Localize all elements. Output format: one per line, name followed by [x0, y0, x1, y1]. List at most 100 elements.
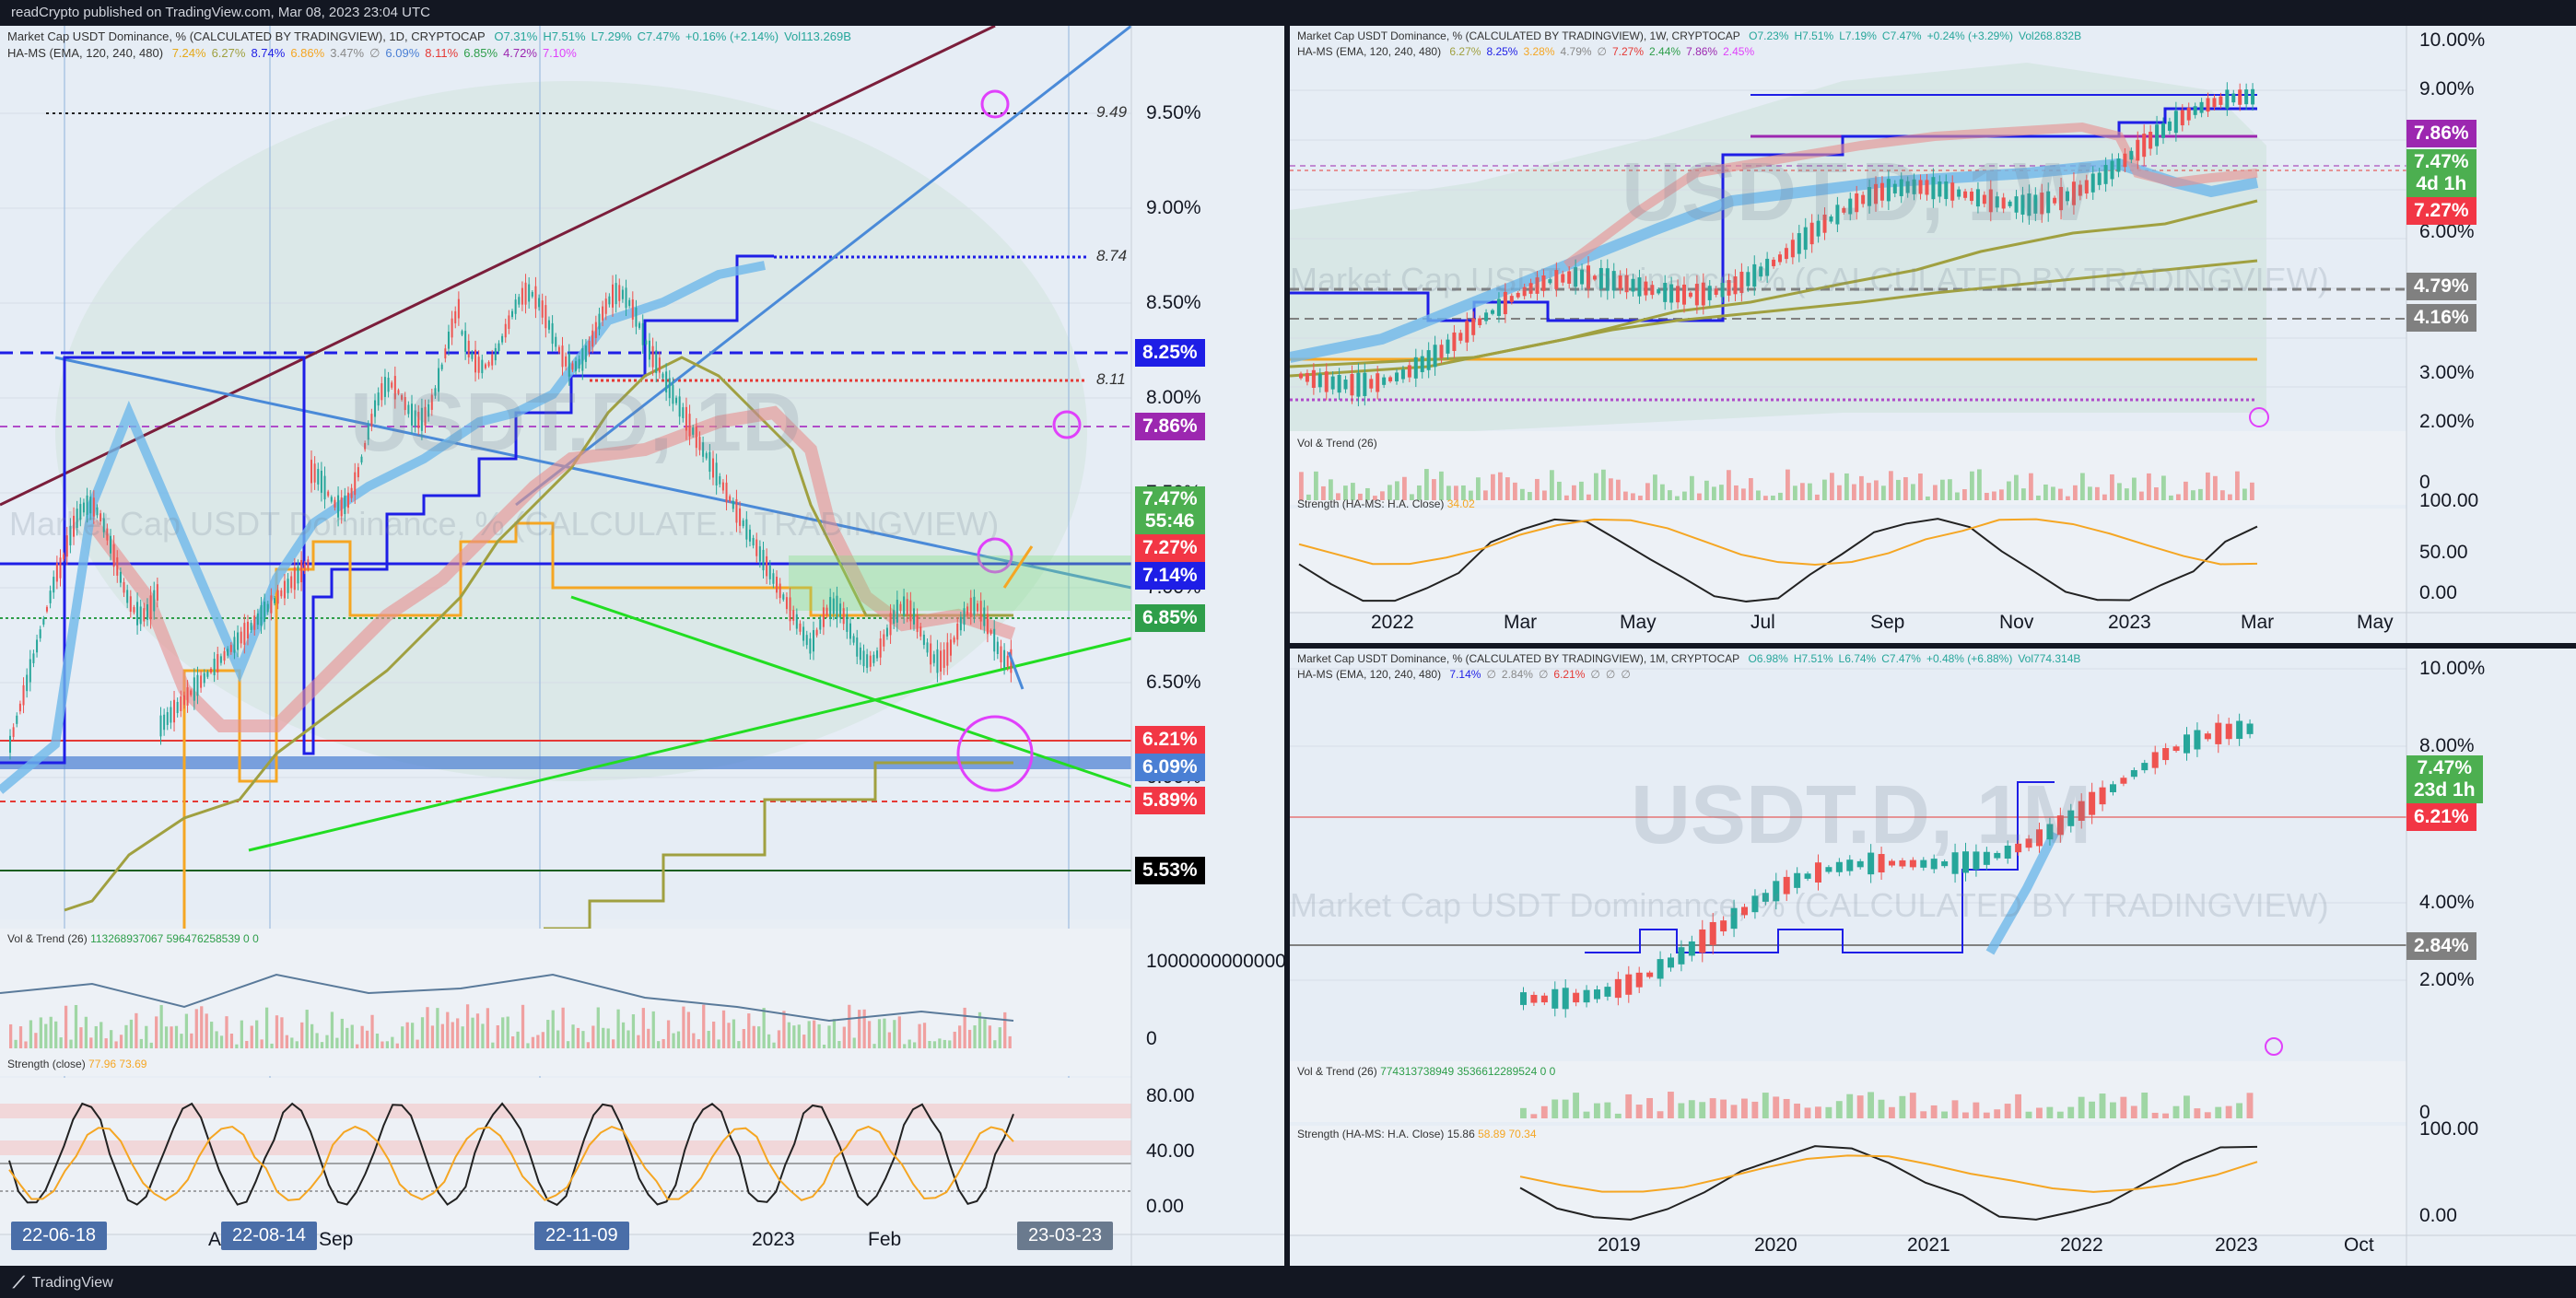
candle-body — [119, 571, 122, 583]
daily-ha-v5: ∅ — [369, 46, 381, 60]
volume-bar — [119, 1035, 123, 1048]
candle-body — [2225, 89, 2230, 109]
monthly-chart-pane[interactable]: USDT.D, 1M Market Cap USDT Dominance, % … — [1290, 649, 2576, 1266]
volume-bar — [104, 1038, 108, 1048]
candle-body — [1944, 181, 1949, 200]
candle-body — [544, 305, 547, 329]
volume-bar — [1852, 484, 1856, 500]
candle-body — [993, 628, 996, 652]
volume-bar — [1846, 1093, 1854, 1118]
candle-body — [725, 482, 728, 503]
candle-body — [270, 595, 273, 614]
candle-body — [360, 456, 363, 462]
volume-bar — [872, 1044, 876, 1048]
volume-bar — [2184, 481, 2188, 500]
volume-bar — [1660, 484, 1665, 500]
volume-bar — [651, 1011, 655, 1048]
daily-date-pill-4[interactable]: 23-03-23 — [1017, 1222, 1114, 1250]
candle-body — [2129, 150, 2134, 160]
volume-bar — [516, 1031, 520, 1048]
candle-body — [297, 566, 299, 584]
daily-chart-canvas[interactable] — [0, 26, 1284, 1266]
candle-body — [916, 614, 919, 632]
daily-tag-5-89: 5.89% — [1135, 787, 1205, 814]
weekly-y-6: 6.00% — [2419, 221, 2475, 242]
candle-body — [63, 554, 65, 560]
volume-bar — [1909, 1093, 1916, 1118]
daily-date-pill-1[interactable]: 22-06-18 — [11, 1222, 108, 1250]
candle-body — [2244, 89, 2249, 105]
volume-bar — [1926, 496, 1930, 500]
monthly-ohlc-change: +0.48% (+6.88%) — [1926, 652, 2013, 665]
candle-body — [1614, 978, 1622, 999]
candle-body — [461, 331, 463, 335]
weekly-chart-canvas[interactable] — [1290, 26, 2576, 643]
weekly-ha-v6: 2.44% — [1649, 45, 1681, 58]
pane-divider-horizontal[interactable] — [1290, 643, 2576, 649]
daily-date-pill-2[interactable]: 22-08-14 — [221, 1222, 318, 1250]
volume-bar — [475, 1013, 480, 1048]
candle-body — [899, 603, 902, 612]
candle-body — [1598, 267, 1603, 289]
candle-body — [229, 645, 232, 652]
candle-body — [936, 649, 939, 673]
candle-body — [1657, 288, 1661, 294]
candle-body — [2215, 722, 2222, 744]
candle-body — [2172, 746, 2180, 752]
candle-body — [354, 472, 357, 496]
volume-bar — [1830, 473, 1834, 500]
candle-body — [123, 581, 125, 593]
candle-body — [18, 703, 21, 712]
candle-body — [668, 378, 671, 399]
weekly-name-watermark: Market Cap USDT Dominance, % (CALCULATED… — [1290, 261, 2329, 298]
candle-body — [1520, 992, 1527, 1005]
volume-bar — [1635, 1105, 1643, 1118]
candle-body — [2001, 197, 2006, 209]
pane-divider-vertical[interactable] — [1284, 26, 1290, 1266]
volume-bar — [1003, 1012, 1007, 1048]
daily-vol-v3: 0 — [252, 932, 259, 945]
candle-body — [290, 576, 293, 589]
tradingview-logo-icon[interactable]: ⟋ — [13, 1273, 25, 1292]
volume-bar — [2169, 495, 2173, 500]
volume-bar — [767, 1034, 771, 1048]
volume-bar — [842, 1026, 846, 1048]
monthly-vol-v1: 3536612289524 — [1457, 1065, 1538, 1078]
footer-brand[interactable]: TradingView — [31, 1274, 113, 1291]
volume-bar — [802, 1035, 806, 1048]
candle-body — [1433, 345, 1437, 368]
candle-body — [813, 629, 814, 652]
candle-body — [842, 608, 845, 625]
candle-body — [885, 627, 888, 637]
candle-body — [256, 613, 259, 626]
monthly-ha-title: HA-MS (EMA, 120, 240, 480) — [1297, 668, 1442, 681]
daily-chart-pane[interactable]: USDT.D, 1D Market Cap USDT Dominance, % … — [0, 26, 1284, 1266]
candle-body — [602, 306, 604, 321]
volume-bar — [2120, 1096, 2127, 1118]
candle-body — [467, 340, 470, 357]
candle-body — [518, 297, 521, 305]
candle-body — [2036, 829, 2043, 847]
monthly-chart-canvas[interactable] — [1290, 649, 2576, 1266]
candle-body — [2236, 720, 2243, 740]
candle-body — [250, 623, 252, 630]
strength-line — [1519, 1154, 2258, 1193]
volume-bar — [405, 1022, 409, 1048]
volume-bar — [54, 1021, 58, 1048]
volume-bar — [255, 1020, 259, 1048]
daily-ha-v7: 8.11% — [425, 46, 459, 60]
candle-body — [16, 715, 18, 724]
daily-x-sep: Sep — [319, 1229, 354, 1250]
candle-body — [1730, 907, 1738, 930]
weekly-chart-pane[interactable]: USDT.D, 1W Market Cap USDT Dominance, % … — [1290, 26, 2576, 643]
candle-body — [82, 502, 85, 513]
volume-bar — [712, 1021, 716, 1048]
candle-body — [1912, 179, 1916, 194]
daily-vol-legend: Vol & Trend (26) 113268937067 5964762585… — [7, 932, 259, 945]
candle-body — [2089, 791, 2096, 815]
monthly-str-0: 0.00 — [2419, 1205, 2457, 1226]
daily-date-pill-3[interactable]: 22-11-09 — [534, 1222, 629, 1250]
candle-body — [163, 714, 166, 731]
candle-body — [2014, 196, 2019, 213]
candle-body — [39, 629, 41, 638]
